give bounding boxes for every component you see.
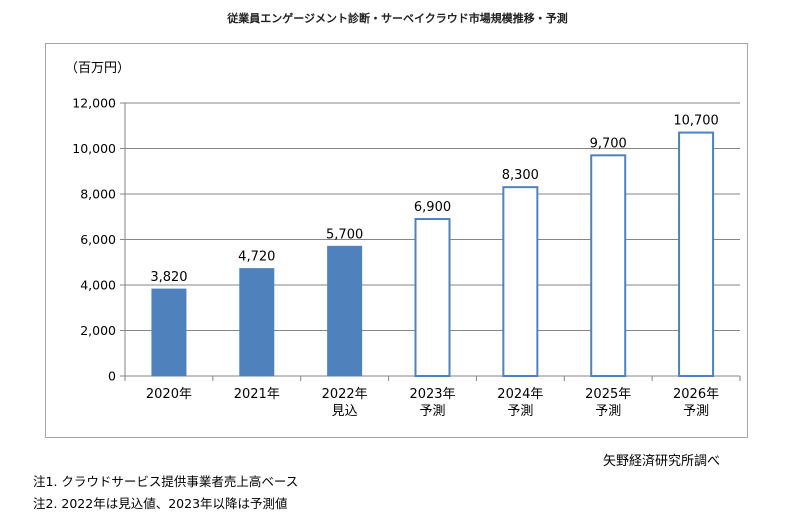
y-tick-label: 12,000 <box>72 96 116 111</box>
x-tick-label: 2026年 <box>673 387 719 402</box>
bar <box>327 245 363 377</box>
x-tick-label: 2020年 <box>146 387 192 402</box>
bar <box>590 154 627 377</box>
bar <box>678 131 715 377</box>
bar <box>414 218 451 377</box>
x-tick-label: 見込 <box>332 404 358 419</box>
y-tick-label: 8,000 <box>80 187 116 202</box>
x-tick-label: 2022年 <box>322 387 368 402</box>
y-tick-label: 0 <box>108 369 116 384</box>
data-label: 10,700 <box>673 114 719 129</box>
bar <box>502 186 539 377</box>
y-tick-label: 6,000 <box>80 232 116 247</box>
bar-chart: （百万円） 0 2,000 4,000 6,000 8,000 10,000 12,000 3,… <box>65 61 741 419</box>
bar <box>239 268 275 377</box>
y-unit-label: （百万円） <box>65 61 130 76</box>
x-tick-label: 予測 <box>683 404 709 419</box>
x-tick-label: 予測 <box>595 404 621 419</box>
data-label: 5,700 <box>326 227 363 242</box>
bar <box>151 288 187 377</box>
footnote-1: 注1. クラウドサービス提供事業者売上高ベース <box>33 474 299 489</box>
footnote-2: 注2. 2022年は見込値、2023年以降は予測値 <box>33 496 288 511</box>
data-label: 8,300 <box>502 168 539 183</box>
source-credit: 矢野経済研究所調べ <box>603 454 721 469</box>
data-label: 9,700 <box>590 136 627 151</box>
chart-title: 従業員エンゲージメント診断・サーベイクラウド市場規模推移・予測 <box>227 12 568 25</box>
x-tick-label: 予測 <box>507 404 533 419</box>
data-label: 6,900 <box>414 200 451 215</box>
x-tick-label: 予測 <box>419 404 445 419</box>
x-tick-label: 2021年 <box>234 387 280 402</box>
x-tick-label: 2025年 <box>585 387 631 402</box>
data-label: 3,820 <box>150 270 187 285</box>
y-tick-label: 10,000 <box>72 141 116 156</box>
x-tick-label: 2023年 <box>409 387 455 402</box>
data-label: 4,720 <box>238 250 275 265</box>
y-tick-label: 4,000 <box>80 278 116 293</box>
y-tick-label: 2,000 <box>80 323 116 338</box>
x-tick-label: 2024年 <box>497 387 543 402</box>
